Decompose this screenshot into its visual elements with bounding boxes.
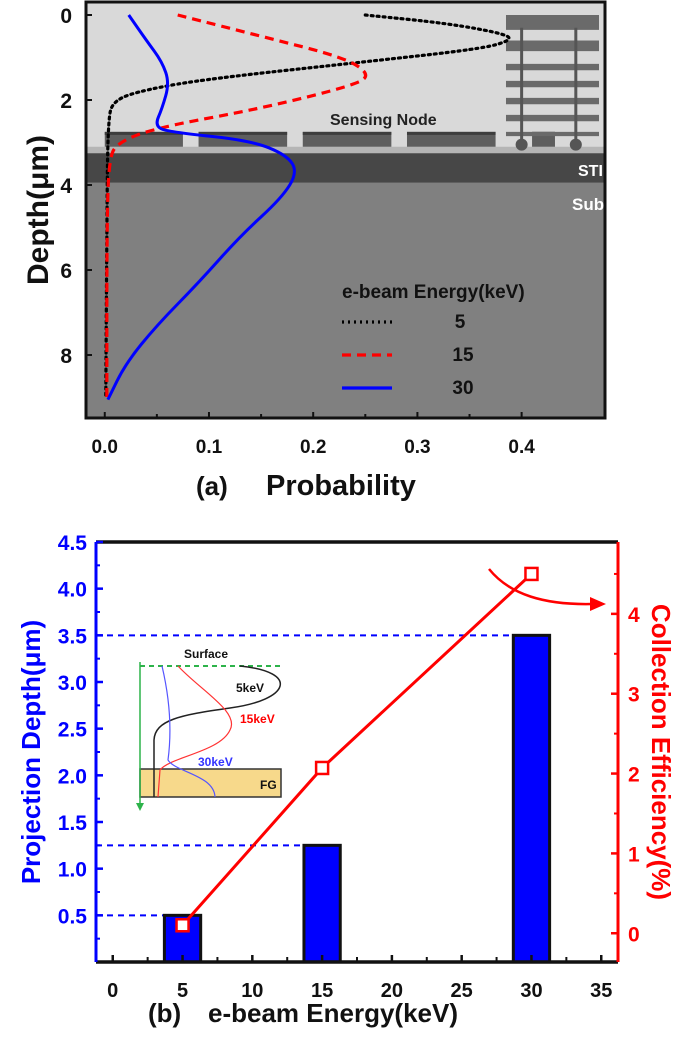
inset-curve-5kev: [153, 665, 282, 797]
gate-block: [104, 131, 183, 147]
x-tick-label: 0.2: [300, 437, 326, 458]
efficiency-marker-30kev: [524, 566, 539, 582]
y-tick-label: 1.5: [58, 812, 88, 835]
inset-label-15kev: 15keV: [240, 712, 275, 726]
gate-block: [302, 131, 392, 147]
chart-b-panel-label: (b): [148, 998, 181, 1028]
metal-line: [505, 40, 599, 52]
x-tick-label: 0.4: [508, 437, 535, 458]
inset-curve-15kev: [157, 665, 233, 798]
y-tick-label: 4: [60, 175, 72, 198]
x-tick-label: 0: [107, 980, 118, 1002]
inset-arrow-head-icon: [136, 803, 144, 811]
y-tick-label: 3.0: [58, 672, 87, 695]
annotation-sti: STI: [578, 163, 603, 180]
legend-label-15: 15: [452, 345, 474, 366]
chart-a-panel-label: (a): [196, 471, 228, 501]
x-tick-label: 10: [241, 980, 263, 1002]
legend-label-30: 30: [452, 378, 473, 399]
metal-line: [505, 80, 599, 88]
annotation-sensing-node: Sensing Node: [330, 112, 437, 129]
gate-block-top: [104, 131, 183, 135]
y-tick-label: 3.5: [58, 625, 88, 648]
y-tick-label: 2.0: [58, 765, 87, 788]
sti-layer: [86, 153, 605, 183]
bar-15kev: [302, 843, 342, 964]
y-tick-label: 2: [60, 90, 72, 113]
legend-title: e-beam Energy(keV): [342, 282, 525, 303]
inset-label-surface: Surface: [184, 647, 228, 661]
x-tick-label: 5: [177, 980, 188, 1002]
annotation-sub: Sub: [572, 195, 604, 214]
chart-a-xlabel: Probability: [266, 470, 416, 502]
gate-block-top: [406, 131, 496, 135]
y-tick-label: 1.0: [58, 859, 87, 882]
inset-label-5kev: 5keV: [236, 681, 264, 695]
metal-line: [505, 63, 599, 71]
y2-tick-label: 4: [628, 604, 640, 627]
metal-line: [505, 131, 599, 137]
x-tick-label: 0.1: [196, 437, 223, 458]
chart-b-ylabel: Projection Depth(μm): [16, 620, 46, 884]
gate-block-top: [302, 131, 392, 135]
y-tick-label: 4.0: [58, 579, 87, 602]
bar-30kev: [511, 633, 552, 964]
arrow-head-icon: [590, 597, 606, 611]
y-tick-label: 6: [60, 260, 72, 283]
x-tick-label: 35: [590, 980, 612, 1002]
contact: [569, 138, 582, 151]
efficiency-line: [181, 572, 533, 927]
axis-pointer-arrow: [488, 568, 593, 606]
inset: [136, 662, 282, 811]
gate-block: [406, 131, 496, 147]
efficiency-marker-15kev: [314, 760, 330, 776]
x-tick-label: 0.0: [92, 437, 118, 458]
chart-b-y2label: Collection Efficiency(%): [646, 604, 676, 900]
inset-label-30kev: 30keV: [198, 755, 233, 769]
y2-tick-label: 0: [628, 923, 640, 946]
y2-tick-label: 2: [628, 764, 640, 787]
contact: [515, 138, 528, 151]
plot-frame: [84, 0, 607, 420]
y-tick-label: 4.5: [58, 532, 88, 555]
series-line-15kev: [105, 13, 368, 398]
inset-label-fg: FG: [260, 778, 277, 792]
chart-a: 0.0 0.1 0.2 0.3 0.4 0 2 4 6 8: [60, 0, 607, 458]
y-tick-label: 0.5: [58, 905, 88, 928]
x-tick-label: 30: [520, 980, 542, 1002]
series-line-30kev: [106, 14, 296, 401]
y2-tick-label: 3: [628, 684, 640, 707]
metal-line: [505, 114, 599, 122]
inset-curve-30kev: [161, 665, 216, 798]
substrate-layer: [86, 182, 605, 418]
x-tick-label: 15: [311, 980, 333, 1002]
x-tick-label: 0.3: [404, 437, 430, 458]
y2-tick-label: 1: [628, 843, 640, 866]
gate-oxide-layer: [86, 146, 605, 154]
inset-fg-layer: [139, 768, 282, 798]
gate-block-top: [198, 131, 288, 135]
metal-line: [505, 15, 599, 30]
y-tick-label: 8: [60, 345, 72, 368]
chart-b-xlabel: e-beam Energy(keV): [208, 998, 458, 1028]
efficiency-marker-5kev: [175, 918, 190, 933]
y-tick-label: 2.5: [58, 719, 88, 742]
legend-label-5: 5: [455, 312, 466, 333]
chart-b: 0 5 10 15 20 25 30 350.51.01.52.02.53.03.54.04.…: [58, 532, 640, 1002]
metal-line: [505, 97, 599, 105]
y-tick-label: 0: [60, 5, 72, 28]
x-tick-label: 25: [451, 980, 473, 1002]
chart-a-ylabel: Depth(μm): [22, 135, 55, 285]
series-line-5kev: [104, 13, 511, 400]
x-tick-label: 20: [381, 980, 403, 1002]
